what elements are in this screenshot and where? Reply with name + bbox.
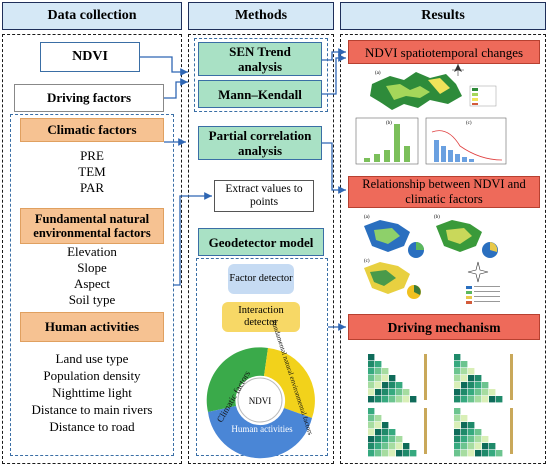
correlation-map-a [364,220,424,258]
geodetector-ring [206,347,315,459]
list-item: Nighttime light [52,385,132,400]
relationship-box: Relationship between NDVI and climatic f… [348,176,540,208]
arrow-driving-to-mk [164,78,188,99]
column-data-collection [2,34,182,464]
panel-label-c-2: (c) [364,259,370,264]
driving-factors-box: Driving factors [14,84,164,112]
ring-center-label: NDVI [249,396,272,406]
list-item: Distance to road [49,419,135,434]
ndvi-map-thumbnail [370,72,497,110]
human-activities-list: Land use type Population density Nightti… [20,346,164,446]
list-item: TEM [78,164,106,179]
climatic-factors-list: PRE TEM PAR [20,148,164,204]
heatmap-grid [368,354,513,457]
ring-label-human: Human activities [231,424,293,434]
ring-segment-fundamental [264,348,315,418]
column-methods [188,34,334,464]
panel-label-b-1: (b) [386,121,392,126]
trend-chart-thumbnail [425,117,507,165]
header-results: Results [340,2,546,30]
bar-chart-thumbnail [355,117,419,165]
trend-group [194,38,328,112]
extract-values-box: Extract values to points [214,180,314,212]
compass-rose-icon [467,261,489,283]
geodetector-box: Geodetector model [198,228,324,256]
sen-trend-box: SEN Trend analysis [198,42,322,76]
heatmap-thumbnail [368,354,427,403]
list-item: Slope [77,260,107,275]
correlation-legend [466,286,500,304]
driving-factors-group [10,114,174,456]
arrow-partial-to-relationship [322,142,346,194]
list-item: Distance to main rivers [31,402,153,417]
list-item: PAR [79,180,105,195]
panel-label-a-2: (a) [364,215,370,220]
ndvi-changes-box: NDVI spatiotemporal changes [348,40,540,64]
human-activities-title: Human activities [20,312,164,342]
fundamental-factors-title: Fundamental natural environmental factor… [20,208,164,244]
compass-icon [452,64,464,76]
list-item: Land use type [55,351,129,366]
correlation-map-c [364,262,421,299]
header-data-collection: Data collection [2,2,182,30]
climatic-factors-title: Climatic factors [20,118,164,142]
panel-label-c-1: (c) [466,121,472,126]
factor-detector-box: Factor detector [228,264,294,294]
list-item: Population density [43,368,141,383]
arrow-trend-to-ndvi-changes [322,48,346,61]
heatmap-thumbnail [454,354,513,403]
list-item: Elevation [67,244,117,259]
list-item: PRE [80,148,104,163]
interaction-detector-box: Interaction detector [222,302,300,332]
list-item: Aspect [73,276,111,291]
panel-label-b-2: (b) [434,215,440,220]
correlation-map-b [436,220,498,258]
arrow-ndvi-to-sen [140,56,188,76]
heatmap-thumbnail [368,408,427,457]
heatmap-thumbnail [454,408,513,457]
mann-kendall-box: Mann–Kendall [198,80,322,108]
fundamental-factors-list: Elevation Slope Aspect Soil type [20,244,164,310]
ring-segment-human [208,406,312,459]
arrow-factors-to-extract [174,192,212,286]
header-methods: Methods [188,2,334,30]
column-results [340,34,546,464]
panel-label-a-1: (a) [375,71,381,76]
list-item: Soil type [68,292,116,307]
arrow-mk-to-ndvi-changes [322,54,346,95]
partial-correlation-box: Partial correlation analysis [198,126,322,160]
driving-mechanism-box: Driving mechanism [348,314,540,340]
ndvi-box: NDVI [40,42,140,72]
ring-segment-climatic [206,347,268,412]
